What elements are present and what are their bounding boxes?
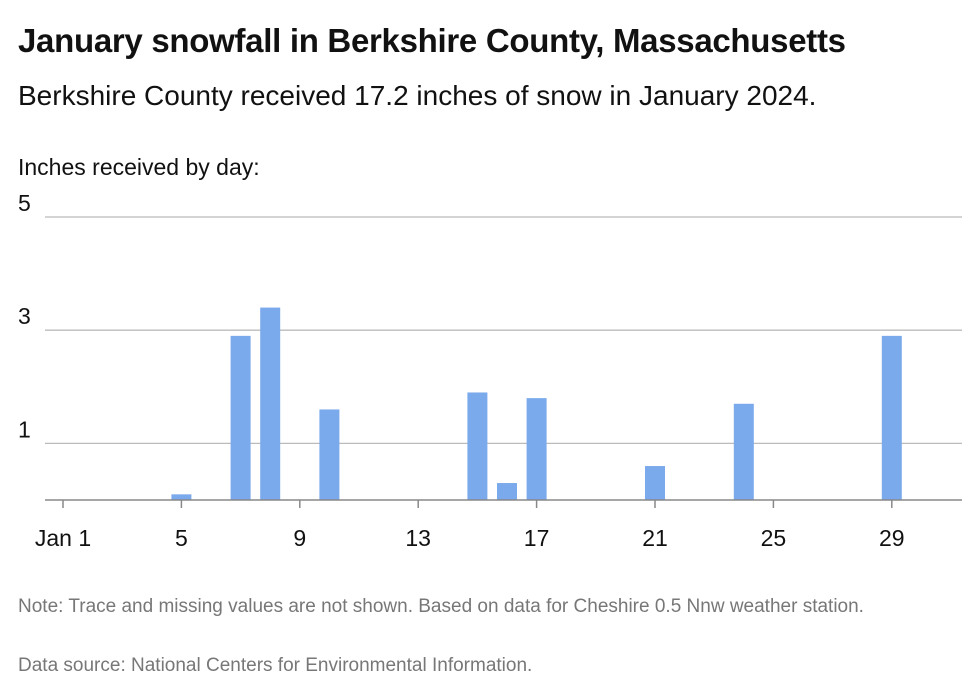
x-tick-label: 25 — [761, 525, 787, 551]
x-tick-label: 17 — [524, 525, 550, 551]
bar-day-29 — [881, 335, 902, 500]
bar-day-15 — [467, 392, 488, 500]
x-tick-label: 5 — [175, 525, 188, 551]
bar-day-24 — [733, 403, 754, 500]
x-tick-label: 29 — [879, 525, 905, 551]
bar-day-16 — [497, 483, 517, 500]
bar-day-7 — [230, 335, 251, 500]
y-tick-label: 3 — [18, 303, 31, 329]
chart-title: January snowfall in Berkshire County, Ma… — [18, 22, 846, 59]
bar-day-17 — [526, 398, 547, 500]
bar-day-5 — [171, 494, 192, 500]
x-tick-label: 9 — [293, 525, 306, 551]
bar-day-10 — [319, 409, 340, 500]
bar-day-8 — [260, 307, 281, 500]
data-source: Data source: National Centers for Enviro… — [18, 655, 533, 676]
y-axis-caption: Inches received by day: — [18, 154, 260, 180]
chart-note: Note: Trace and missing values are not s… — [18, 596, 864, 617]
x-tick-label: 21 — [642, 525, 668, 551]
bar-day-21 — [645, 466, 665, 500]
chart-subtitle: Berkshire County received 17.2 inches of… — [18, 80, 817, 111]
x-tick-label: 13 — [405, 525, 431, 551]
y-tick-label: 1 — [18, 416, 31, 442]
y-tick-label: 5 — [18, 190, 31, 216]
x-tick-label: Jan 1 — [35, 525, 91, 551]
